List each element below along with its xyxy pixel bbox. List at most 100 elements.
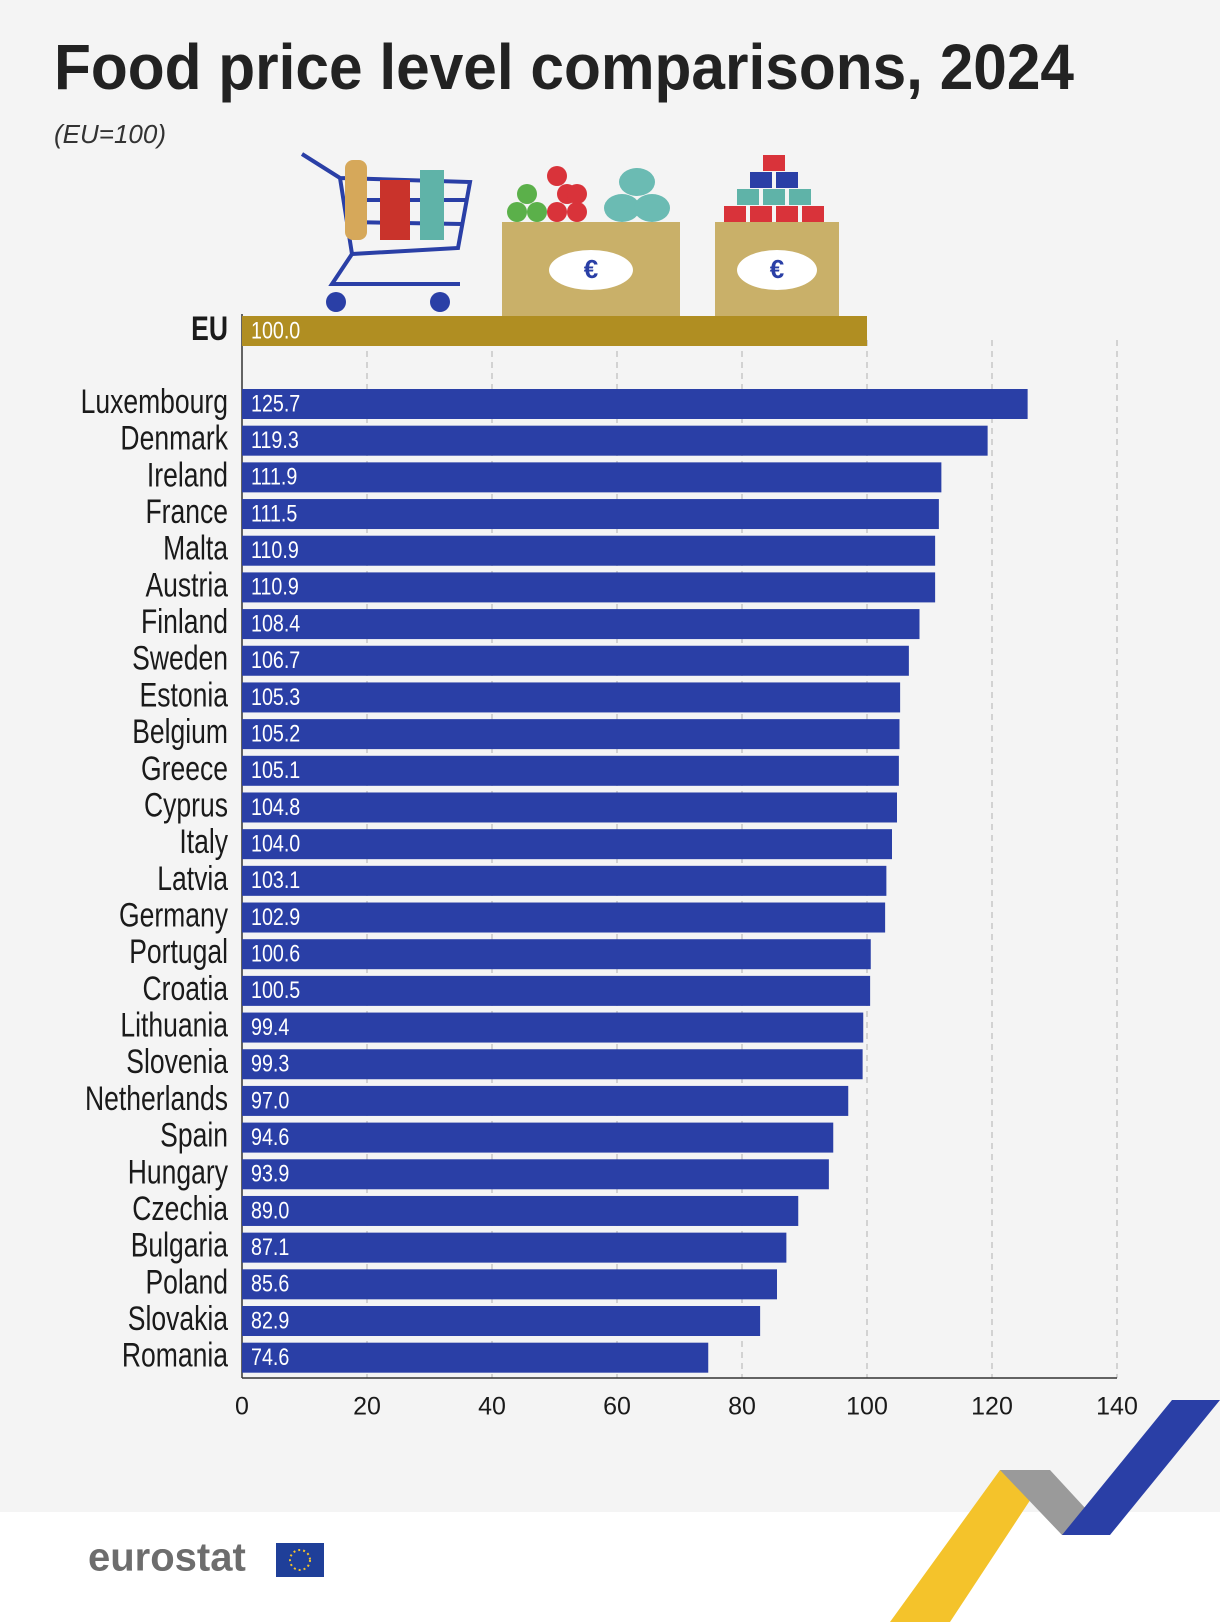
x-tick-label: 80	[728, 1393, 756, 1421]
y-tick-label: Malta	[163, 530, 228, 568]
x-tick-label: 120	[971, 1393, 1013, 1421]
value-label-group: 94.6	[251, 1123, 289, 1150]
svg-text:€: €	[584, 254, 598, 284]
value-label: 105.2	[251, 720, 300, 747]
category-label-group: Czechia	[132, 1190, 228, 1228]
value-label-group: 104.8	[251, 793, 300, 820]
y-tick-label: Romania	[122, 1337, 228, 1375]
value-label-group: 85.6	[251, 1270, 289, 1297]
value-label: 119.3	[251, 426, 299, 453]
y-tick-label: Croatia	[143, 970, 229, 1008]
value-label: 94.6	[251, 1123, 289, 1150]
svg-text:€: €	[770, 254, 784, 284]
bar	[242, 1085, 849, 1116]
value-label-group: 110.9	[251, 573, 299, 600]
decoration	[890, 1400, 1220, 1622]
y-tick-label: France	[145, 493, 228, 531]
category-label-group: EU	[191, 310, 228, 348]
value-label-group: 100.6	[251, 940, 300, 967]
value-label: 89.0	[251, 1196, 289, 1223]
category-label-group: Germany	[119, 896, 229, 934]
value-label-group: 93.9	[251, 1160, 289, 1187]
category-label-group: Denmark	[120, 420, 228, 458]
value-label-group: 125.7	[251, 389, 300, 416]
value-label: 74.6	[251, 1343, 289, 1370]
logo: eurostat	[88, 1536, 246, 1580]
value-label-group: 100.0	[251, 316, 300, 343]
bar	[242, 1342, 709, 1373]
x-tick-label: 40	[478, 1393, 506, 1421]
bar	[242, 682, 901, 713]
value-label-group: 97.0	[251, 1086, 289, 1113]
category-label-group: Luxembourg	[81, 383, 228, 421]
y-tick-label: Italy	[179, 823, 228, 861]
y-tick-label: Slovenia	[126, 1043, 228, 1081]
y-tick-label: Cyprus	[144, 786, 228, 824]
value-label: 110.9	[251, 573, 299, 600]
value-label-group: 108.4	[251, 610, 300, 637]
category-label-group: Cyprus	[144, 786, 228, 824]
value-label-group: 119.3	[251, 426, 299, 453]
value-label-group: 110.9	[251, 536, 299, 563]
chart-subtitle: (EU=100)	[54, 119, 166, 149]
y-tick-label: Czechia	[132, 1190, 228, 1228]
y-tick-label: Germany	[119, 896, 229, 934]
value-label-group: 87.1	[251, 1233, 289, 1260]
category-label-group: Netherlands	[85, 1080, 228, 1118]
category-label-group: Greece	[141, 750, 228, 788]
category-label-group: France	[145, 493, 228, 531]
category-label-group: Italy	[179, 823, 228, 861]
y-tick-label: EU	[191, 310, 228, 348]
value-label: 100.5	[251, 976, 300, 1003]
bar	[242, 572, 936, 603]
y-tick-label: Spain	[160, 1116, 228, 1154]
value-label-group: 104.0	[251, 830, 300, 857]
y-tick-label: Austria	[145, 566, 228, 604]
value-label-group: 100.5	[251, 976, 300, 1003]
bar	[242, 316, 867, 346]
category-label-group: Finland	[141, 603, 228, 641]
y-tick-label: Finland	[141, 603, 228, 641]
category-label-group: Belgium	[132, 713, 228, 751]
value-label-group: 74.6	[251, 1343, 289, 1370]
x-tick-label: 140	[1096, 1393, 1138, 1421]
bar	[242, 939, 871, 970]
y-tick-label: Ireland	[147, 456, 228, 494]
value-label-group: 103.1	[251, 866, 300, 893]
value-label-group: 102.9	[251, 903, 300, 930]
value-label: 105.1	[251, 756, 300, 783]
value-label: 106.7	[251, 646, 300, 673]
bar	[242, 462, 942, 493]
value-label: 99.3	[251, 1050, 289, 1077]
bar	[242, 609, 920, 640]
y-tick-label: Sweden	[132, 640, 228, 678]
category-label-group: Poland	[145, 1263, 228, 1301]
bar	[242, 902, 886, 933]
bar	[242, 975, 871, 1006]
value-label-group: 82.9	[251, 1306, 289, 1333]
y-tick-label: Luxembourg	[81, 383, 228, 421]
category-label-group: Bulgaria	[131, 1227, 228, 1265]
value-label-group: 105.2	[251, 720, 300, 747]
category-label-group: Croatia	[143, 970, 229, 1008]
value-label: 110.9	[251, 536, 299, 563]
x-tick-label: 20	[353, 1393, 381, 1421]
x-tick-label: 100	[846, 1393, 888, 1421]
value-label-group: 99.4	[251, 1013, 289, 1040]
bar	[242, 829, 892, 860]
category-label-group: Hungary	[128, 1153, 229, 1191]
category-label-group: Lithuania	[120, 1006, 228, 1044]
category-label-group: Estonia	[140, 676, 228, 714]
category-label-group: Slovakia	[128, 1300, 228, 1338]
bar	[242, 389, 1028, 419]
y-tick-label: Belgium	[132, 713, 228, 751]
value-label-group: 105.3	[251, 683, 300, 710]
y-tick-label: Poland	[145, 1263, 228, 1301]
category-label-group: Latvia	[157, 860, 228, 898]
category-label-group: Austria	[145, 566, 228, 604]
y-tick-label: Latvia	[157, 860, 228, 898]
x-tick-label: 60	[603, 1393, 631, 1421]
value-label: 103.1	[251, 866, 300, 893]
y-tick-label: Netherlands	[85, 1080, 228, 1118]
value-label-group: 89.0	[251, 1196, 289, 1223]
